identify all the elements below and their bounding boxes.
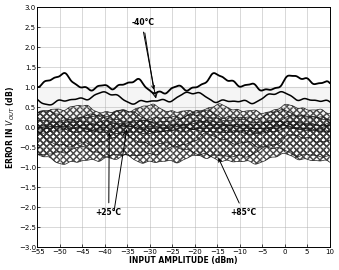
Y-axis label: ERROR IN $V_{OUT}$ (dB): ERROR IN $V_{OUT}$ (dB) <box>5 86 17 169</box>
Bar <box>37 87 330 127</box>
Text: +85°C: +85°C <box>219 159 257 217</box>
Text: -40°C: -40°C <box>132 18 155 89</box>
Text: +25°C: +25°C <box>96 133 122 217</box>
X-axis label: INPUT AMPLITUDE (dBm): INPUT AMPLITUDE (dBm) <box>129 256 238 265</box>
